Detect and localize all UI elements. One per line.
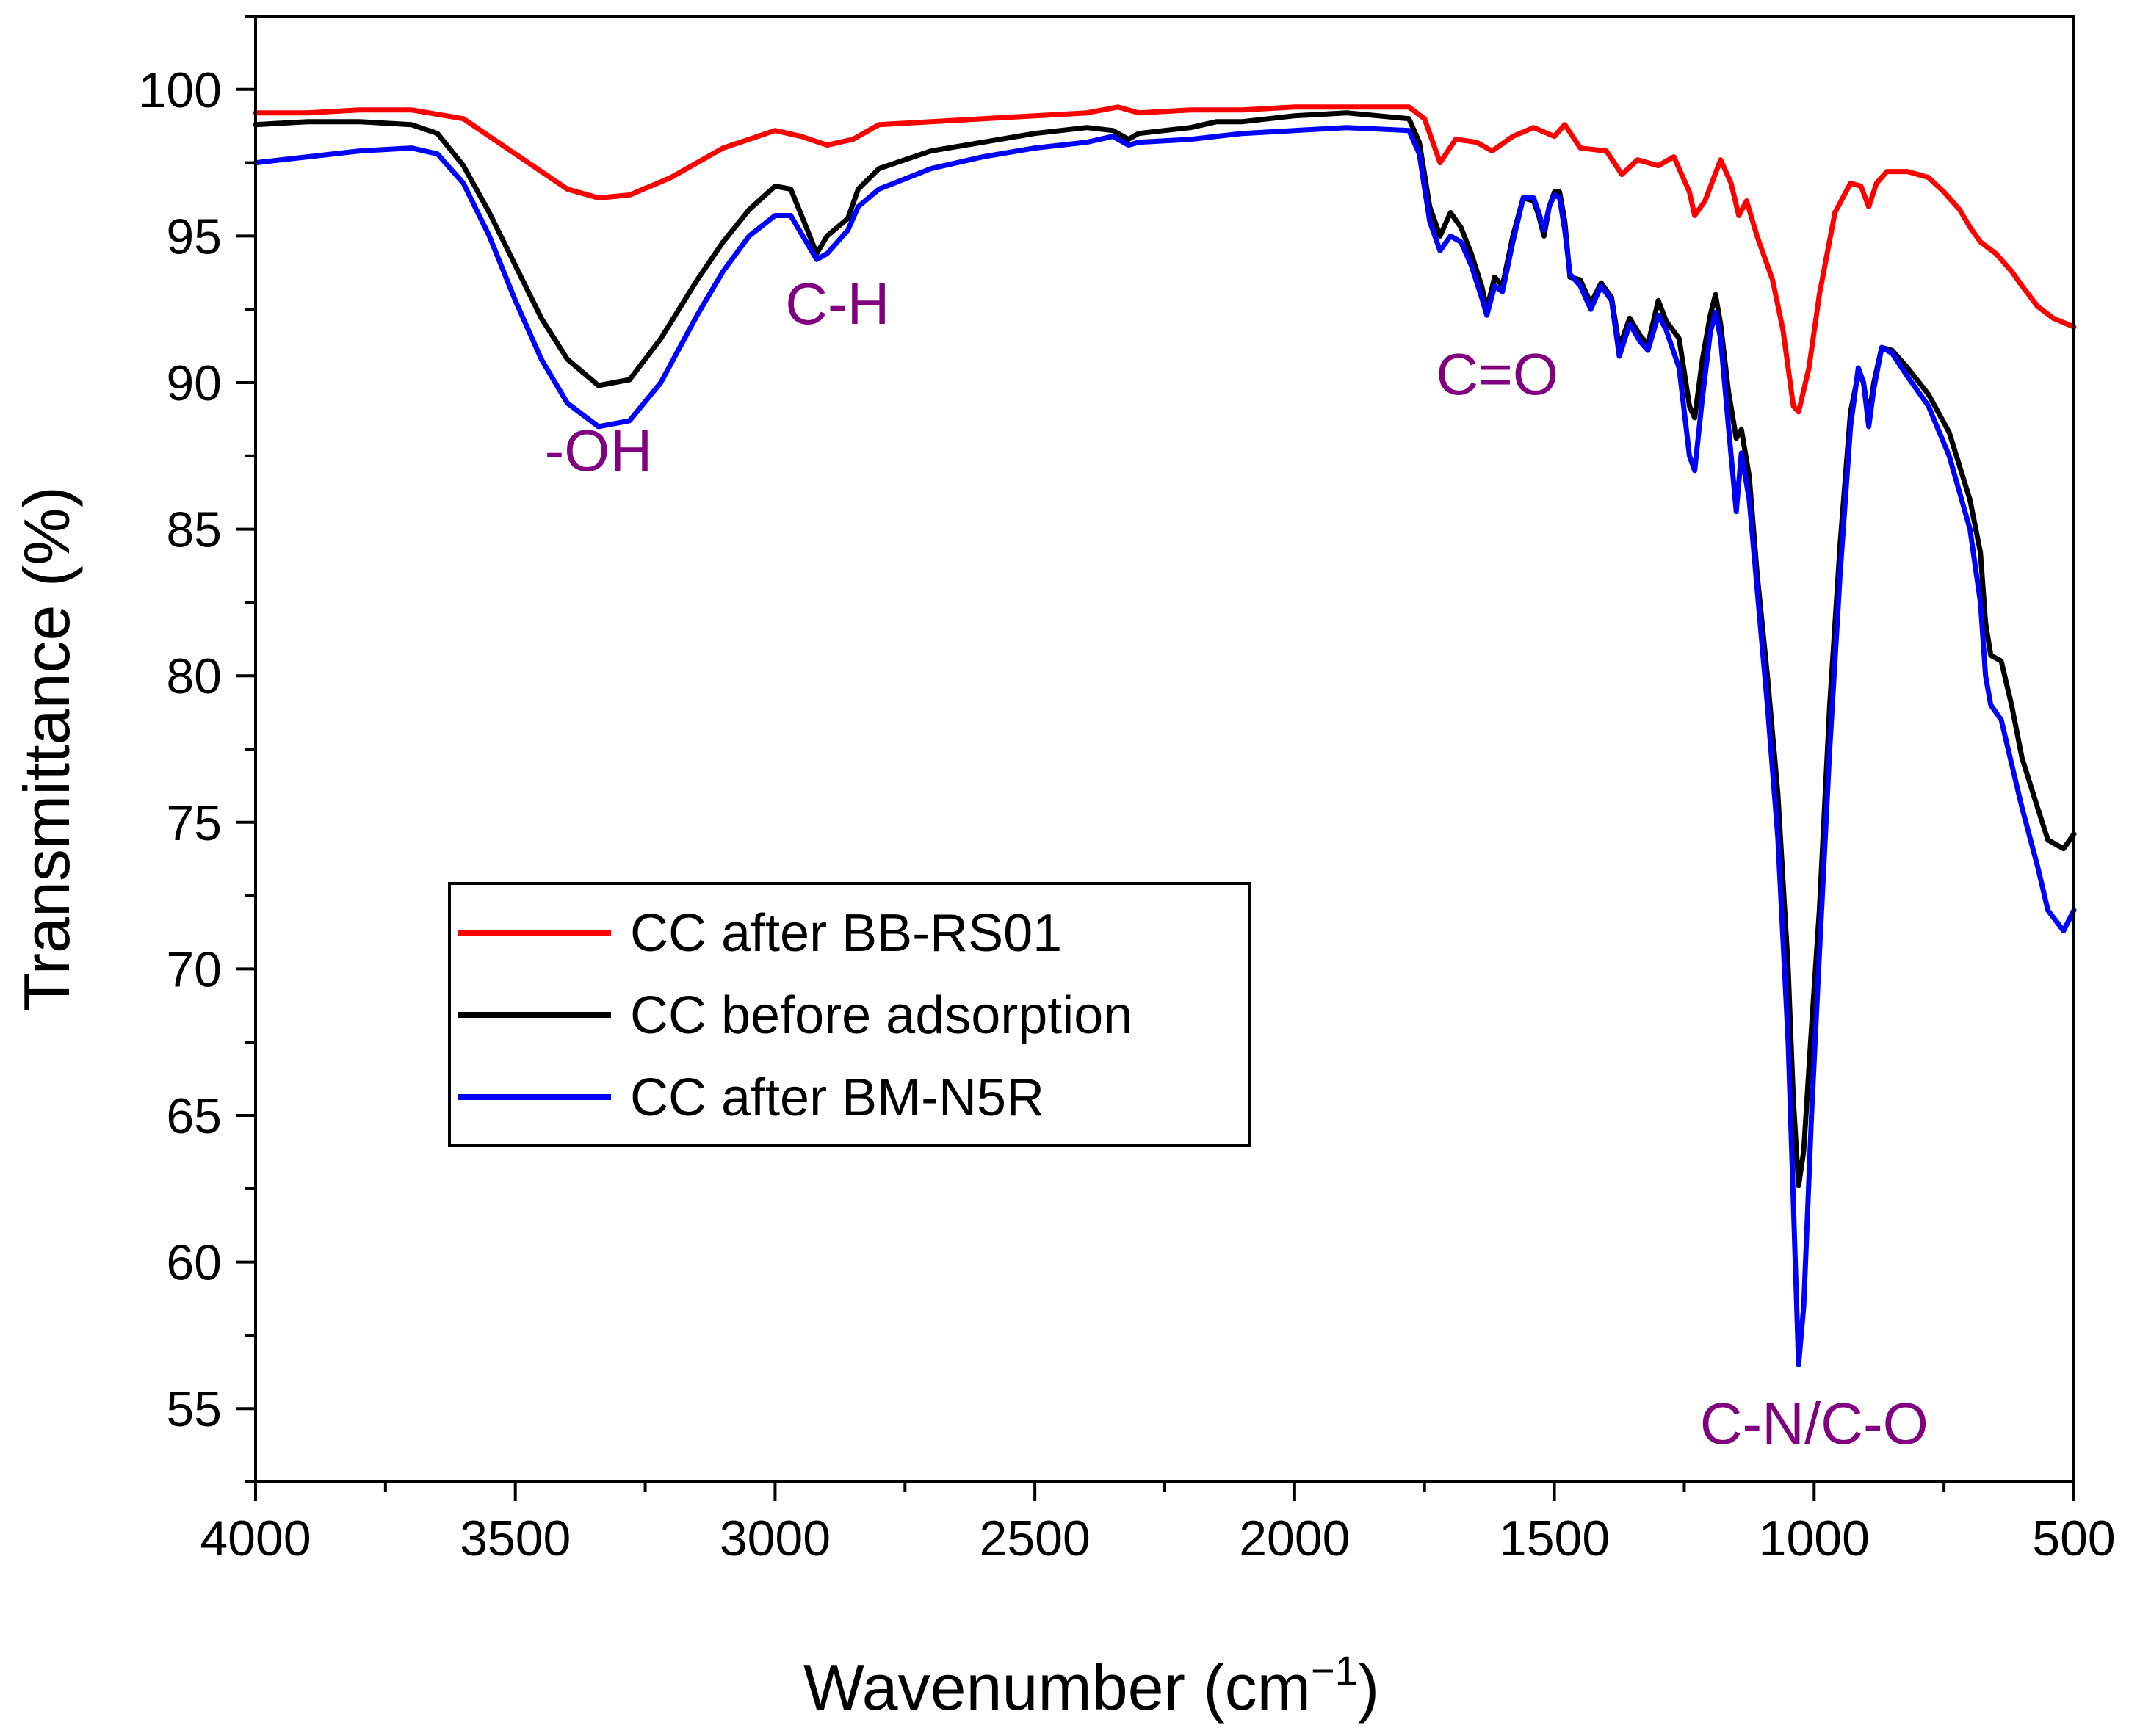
peak-label-c-n-c-o: C-N/C-O — [1700, 1391, 1929, 1456]
x-axis-title: Wavenumber (cm−1) — [803, 1647, 1379, 1724]
peak-label-oh: -OH — [545, 418, 653, 483]
y-tick-label: 60 — [166, 1235, 222, 1291]
legend-label-cc-before-adsorption: CC before adsorption — [630, 986, 1132, 1045]
y-tick-label: 100 — [139, 62, 222, 118]
x-axis-title-superscript: −1 — [1311, 1647, 1358, 1693]
peak-label-c-h: C-H — [785, 271, 889, 336]
legend-label-cc-after-bm-n5r: CC after BM-N5R — [630, 1068, 1044, 1127]
y-tick-label: 65 — [166, 1088, 222, 1144]
x-tick-label: 3500 — [460, 1511, 571, 1566]
x-tick-label: 3000 — [720, 1511, 831, 1566]
annotation-layer: -OH C-H C=O C-N/C-O — [545, 271, 1929, 1456]
y-tick-label: 55 — [166, 1381, 222, 1437]
series-layer — [253, 104, 2077, 1367]
x-tick-label: 1500 — [1499, 1511, 1610, 1566]
y-tick-label: 85 — [166, 502, 222, 558]
x-tick-label: 500 — [2032, 1511, 2115, 1566]
legend: CC after BB-RS01 CC before adsorption CC… — [448, 882, 1251, 1147]
y-tick-label: 95 — [166, 209, 222, 264]
y-tick-label: 75 — [166, 795, 222, 851]
y-tick-label: 90 — [166, 355, 222, 411]
series-line-cc-after-bb-rs01 — [253, 104, 2077, 415]
x-tick-label: 1000 — [1759, 1511, 1870, 1566]
y-tick-label: 80 — [166, 648, 222, 704]
y-axis-title: Transmittance (%) — [10, 486, 83, 1012]
x-axis-title-close: ) — [1358, 1651, 1379, 1724]
plot-frame — [254, 15, 2075, 1483]
x-tick-label: 4000 — [200, 1511, 311, 1566]
peak-label-c-o: C=O — [1436, 341, 1558, 407]
ticks-layer: 4000 3500 3000 2500 2000 1500 1000 500 55 60 65 70 7… — [139, 15, 2116, 1566]
x-tick-label: 2500 — [980, 1511, 1091, 1566]
series-line-cc-after-bm-n5r — [253, 125, 2077, 1367]
y-tick-label: 70 — [166, 941, 222, 997]
x-tick-label: 2000 — [1239, 1511, 1350, 1566]
legend-label-cc-after-bb-rs01: CC after BB-RS01 — [630, 904, 1062, 963]
